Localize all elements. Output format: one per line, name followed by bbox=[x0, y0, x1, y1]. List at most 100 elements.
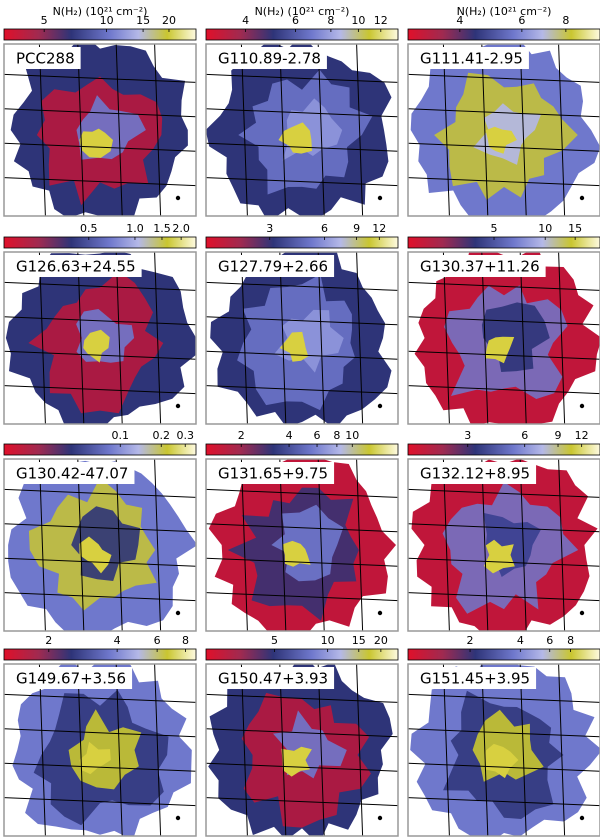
map bbox=[408, 664, 600, 836]
coord-line bbox=[206, 281, 398, 291]
colorbar-tick-label: 8 bbox=[327, 14, 334, 27]
coord-line bbox=[206, 557, 398, 567]
coord-line bbox=[38, 459, 46, 631]
colorbar-tick-label: 6 bbox=[521, 429, 528, 442]
colorbar-tick-label: 5 bbox=[271, 634, 278, 647]
colorbar bbox=[407, 236, 600, 249]
map-frame bbox=[407, 663, 600, 837]
coord-line bbox=[38, 44, 46, 216]
coord-line bbox=[4, 523, 196, 533]
label-box bbox=[10, 462, 135, 484]
colorbar-tick-label: 20 bbox=[162, 14, 176, 27]
panel: 2 4 6 8 G151.45+3.95 bbox=[407, 634, 600, 837]
colorbar bbox=[205, 648, 399, 661]
label-box bbox=[10, 667, 133, 689]
map bbox=[408, 252, 600, 424]
beam bbox=[377, 195, 383, 201]
panel-label: G110.89-2.78 bbox=[218, 50, 321, 68]
colorbar bbox=[407, 648, 600, 661]
coord-line bbox=[317, 44, 325, 216]
beam bbox=[579, 610, 585, 616]
colorbar-tick-label: 2 bbox=[467, 634, 474, 647]
colorbar-tick-label: 8 bbox=[567, 634, 574, 647]
panel: 5 10 15 20 G150.47+3.93 bbox=[205, 634, 399, 837]
map-core2 bbox=[484, 743, 519, 779]
coord-line bbox=[154, 44, 162, 216]
map bbox=[4, 664, 196, 836]
colorbar-tick-label: 8 bbox=[182, 634, 189, 647]
map bbox=[408, 459, 600, 631]
panel: 3 6 9 12 G127.79+2.66 bbox=[205, 222, 399, 425]
coord-line bbox=[408, 693, 600, 703]
coord-line bbox=[206, 177, 398, 187]
coord-line bbox=[154, 664, 162, 836]
coord-line bbox=[206, 523, 398, 533]
coord-line bbox=[38, 664, 46, 836]
panel-label: G149.67+3.56 bbox=[16, 670, 126, 688]
coord-line bbox=[240, 252, 248, 424]
coord-line bbox=[317, 459, 325, 631]
colorbar-tick-label: 2 bbox=[238, 429, 245, 442]
map-frame bbox=[3, 458, 197, 632]
colorbar bbox=[205, 28, 399, 41]
colorbar-tick-label: 4 bbox=[286, 429, 293, 442]
colorbar-tick-label: 5 bbox=[491, 222, 498, 235]
coord-line bbox=[408, 557, 600, 567]
coord-line bbox=[4, 488, 196, 498]
coord-line bbox=[356, 664, 364, 836]
colorbar-tick-label: 12 bbox=[575, 429, 589, 442]
panel: 5 10 15 G130.37+11.26 bbox=[407, 222, 600, 425]
colorbar-tick-label: 4 bbox=[456, 14, 463, 27]
beam bbox=[175, 610, 181, 616]
colorbar-tick-label: 9 bbox=[353, 222, 360, 235]
coord-line bbox=[154, 459, 162, 631]
beam bbox=[175, 815, 181, 821]
panel: 4 6 8 10 12 G110.89-2.78 bbox=[205, 14, 399, 217]
coord-line bbox=[558, 44, 566, 216]
colorbar-tick-label: 9 bbox=[555, 429, 562, 442]
map-frame bbox=[407, 251, 600, 425]
colorbar-header: N(H₂) (10²¹ cm⁻²) bbox=[255, 5, 350, 18]
panel-label: G111.41-2.95 bbox=[420, 50, 523, 68]
coord-line bbox=[519, 44, 527, 216]
coord-line bbox=[4, 142, 196, 152]
panel-label: G132.12+8.95 bbox=[420, 465, 530, 483]
map-core2 bbox=[79, 741, 111, 775]
panel: 2 4 6 8 10 G131.65+9.75 bbox=[205, 429, 399, 632]
coord-line bbox=[356, 252, 364, 424]
coord-line bbox=[408, 108, 600, 118]
colorbar-tick-label: 10 bbox=[345, 429, 359, 442]
panel: 3 6 9 12 G132.12+8.95 bbox=[407, 429, 600, 632]
colorbar-tick-label: 3 bbox=[266, 222, 273, 235]
label-box bbox=[414, 47, 529, 69]
coord-line bbox=[206, 762, 398, 772]
label-box bbox=[212, 255, 335, 277]
colorbar-tick-label: 6 bbox=[518, 14, 525, 27]
coord-line bbox=[206, 728, 398, 738]
coord-line bbox=[408, 762, 600, 772]
colorbar bbox=[3, 648, 197, 661]
coord-line bbox=[408, 728, 600, 738]
coord-line bbox=[442, 44, 450, 216]
map-frame bbox=[407, 43, 600, 217]
panel-label: PCC288 bbox=[16, 50, 75, 68]
label-box bbox=[212, 47, 327, 69]
beam bbox=[175, 195, 181, 201]
coord-line bbox=[77, 44, 85, 216]
colorbar-tick-label: 8 bbox=[562, 14, 569, 27]
coord-line bbox=[4, 557, 196, 567]
colorbar-header: N(H₂) (10²¹ cm⁻²) bbox=[457, 5, 552, 18]
coord-line bbox=[77, 252, 85, 424]
colorbar-tick-label: 0.3 bbox=[176, 429, 194, 442]
colorbar-tick-label: 0.1 bbox=[112, 429, 130, 442]
coord-line bbox=[206, 316, 398, 326]
map-frame bbox=[407, 458, 600, 632]
colorbar-tick-label: 4 bbox=[114, 634, 121, 647]
map-frame bbox=[3, 663, 197, 837]
coord-line bbox=[558, 664, 566, 836]
colorbar-tick-label: 2 bbox=[45, 634, 52, 647]
colorbar-tick-label: 15 bbox=[568, 222, 582, 235]
map bbox=[4, 459, 196, 631]
coord-line bbox=[317, 252, 325, 424]
coord-line bbox=[4, 693, 196, 703]
